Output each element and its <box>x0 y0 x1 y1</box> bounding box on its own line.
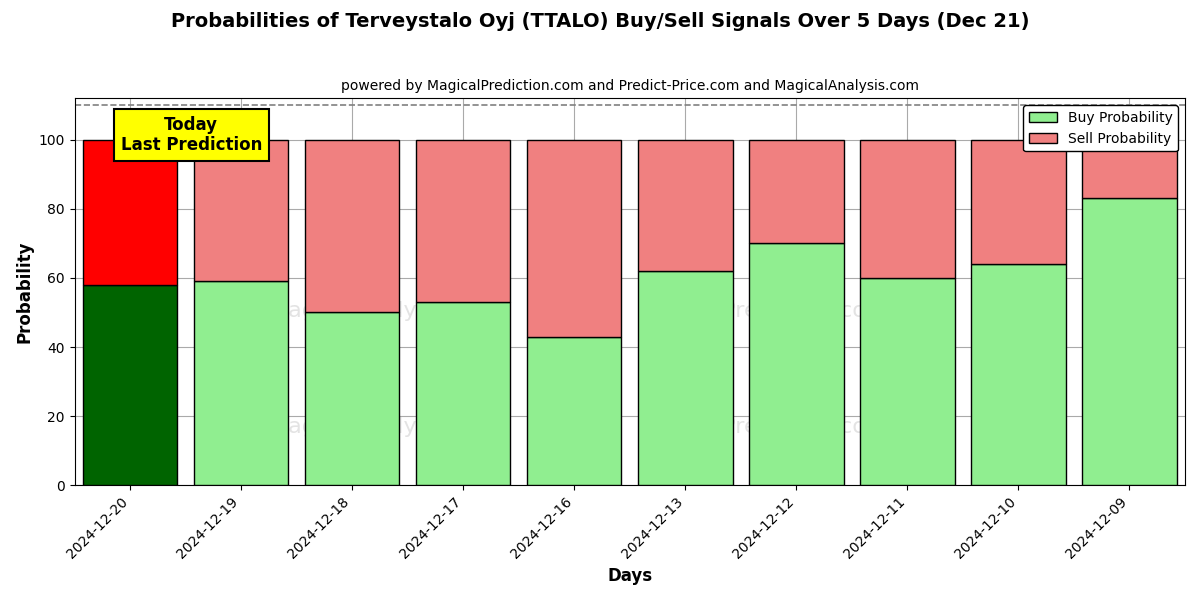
Bar <box>971 264 1066 485</box>
Bar <box>638 140 732 271</box>
Bar <box>1082 140 1177 199</box>
Bar <box>1082 199 1177 485</box>
Text: Probabilities of Terveystalo Oyj (TTALO) Buy/Sell Signals Over 5 Days (Dec 21): Probabilities of Terveystalo Oyj (TTALO)… <box>170 12 1030 31</box>
Text: MagicalAnalysis.com: MagicalAnalysis.com <box>270 417 502 437</box>
Bar <box>971 140 1066 264</box>
Bar <box>194 281 288 485</box>
Text: MagicalPrediction.com: MagicalPrediction.com <box>638 301 888 321</box>
Legend: Buy Probability, Sell Probability: Buy Probability, Sell Probability <box>1024 105 1178 151</box>
Bar <box>194 140 288 281</box>
Title: powered by MagicalPrediction.com and Predict-Price.com and MagicalAnalysis.com: powered by MagicalPrediction.com and Pre… <box>341 79 919 93</box>
Y-axis label: Probability: Probability <box>16 241 34 343</box>
Bar <box>305 140 400 313</box>
Bar <box>416 140 510 302</box>
Text: MagicalPrediction.com: MagicalPrediction.com <box>638 417 888 437</box>
Bar <box>749 140 844 244</box>
Bar <box>638 271 732 485</box>
Bar <box>860 278 955 485</box>
X-axis label: Days: Days <box>607 567 653 585</box>
Bar <box>305 313 400 485</box>
Bar <box>860 140 955 278</box>
Bar <box>416 302 510 485</box>
Bar <box>83 140 178 285</box>
Text: MagicalAnalysis.com: MagicalAnalysis.com <box>270 301 502 321</box>
Bar <box>527 140 622 337</box>
Text: Today
Last Prediction: Today Last Prediction <box>120 116 262 154</box>
Bar <box>83 285 178 485</box>
Bar <box>749 244 844 485</box>
Bar <box>527 337 622 485</box>
